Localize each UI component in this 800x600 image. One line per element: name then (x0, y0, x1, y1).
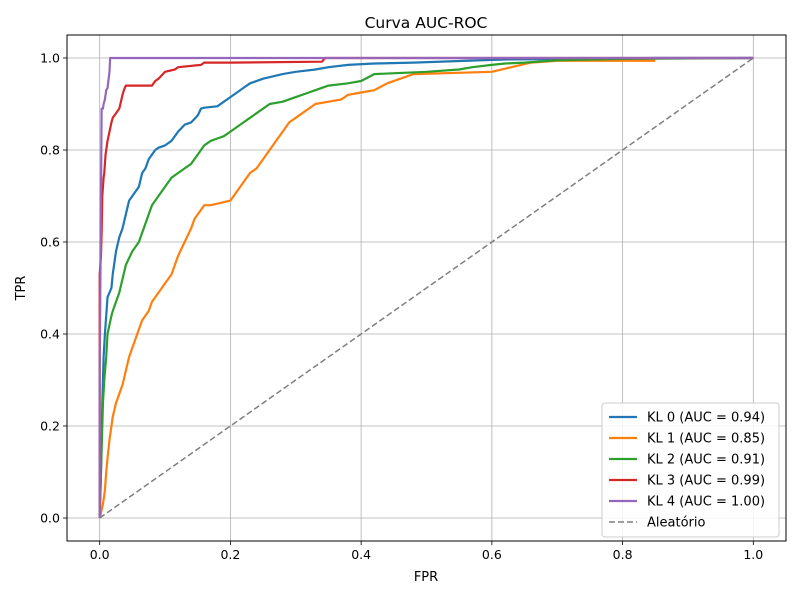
y-tick-label: 0.6 (40, 235, 60, 250)
x-tick-label: 0.8 (613, 547, 633, 562)
legend-box (601, 402, 780, 538)
x-tick-label: 0.2 (220, 547, 240, 562)
series-line-0 (98, 56, 754, 519)
legend-label: Aleatório (647, 516, 705, 531)
legend-label: KL 0 (AUC = 0.94) (647, 411, 765, 426)
x-tick-label: 1.0 (743, 547, 763, 562)
axis-ticks: 0.0 0.2 0.4 0.6 0.8 1.0 0.0 0.2 0.4 0.6 0.8 1.0 (40, 51, 763, 563)
legend-label: KL 1 (AUC = 0.85) (647, 432, 765, 447)
legend-label: KL 2 (AUC = 0.91) (647, 453, 765, 468)
y-tick-label: 0.4 (40, 327, 60, 342)
y-tick-label: 0.2 (40, 419, 60, 434)
series-line-1 (98, 59, 656, 519)
series-line-4 (98, 56, 754, 518)
series-line-2 (98, 56, 754, 519)
chart-title: Curva AUC-ROC (365, 14, 488, 32)
x-tick-label: 0.0 (90, 547, 110, 562)
series-line-3 (98, 56, 754, 518)
legend: KL 0 (AUC = 0.94) KL 1 (AUC = 0.85) KL 2 (… (601, 402, 780, 538)
plot-frame (66, 34, 787, 542)
y-tick-label: 0.0 (40, 511, 60, 526)
series-lines (98, 56, 754, 519)
x-tick-label: 0.4 (351, 547, 371, 562)
y-axis-label: TPR (14, 276, 29, 302)
legend-label: KL 3 (AUC = 0.99) (647, 474, 765, 489)
y-tick-label: 0.8 (40, 143, 60, 158)
series-line-5 (99, 57, 754, 519)
legend-label: KL 4 (AUC = 1.00) (647, 495, 765, 510)
x-axis-label: FPR (414, 570, 438, 585)
x-tick-label: 0.6 (482, 547, 502, 562)
y-tick-label: 1.0 (40, 51, 60, 66)
